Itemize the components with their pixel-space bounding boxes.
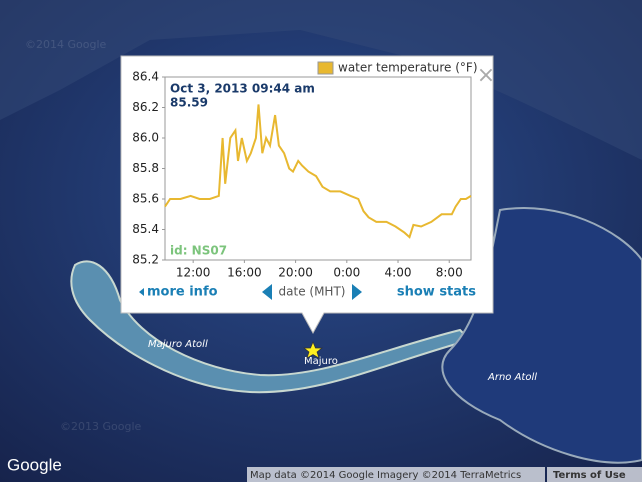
y-tick-label: 85.6: [132, 192, 159, 206]
y-tick-label: 86.0: [132, 131, 159, 145]
y-tick-label: 86.4: [132, 70, 159, 84]
legend-label: water temperature (°F): [338, 61, 478, 75]
legend-swatch: [317, 61, 334, 75]
y-tick-label: 85.2: [132, 253, 159, 267]
arrow-left: [139, 288, 144, 296]
y-tick-label: 86.2: [132, 100, 159, 114]
tooltip-value: 85.59: [170, 96, 208, 110]
terms-bg: [547, 467, 642, 482]
watermark: ©2014 Google: [25, 38, 107, 51]
x-axis-label: date (MHT): [279, 285, 346, 299]
attribution-bg: [247, 467, 545, 482]
map-label: Majuro Atoll: [148, 339, 208, 350]
close-button[interactable]: ×: [477, 63, 495, 88]
terms-link[interactable]: Terms of Use: [553, 470, 626, 481]
station-marker[interactable]: [303, 341, 323, 359]
map-label: Majuro: [304, 356, 338, 367]
plot-area: [164, 76, 472, 261]
x-tick-label: 8:00: [436, 266, 463, 280]
nav-next[interactable]: [352, 284, 362, 300]
x-tick-label: 20:00: [278, 266, 313, 280]
seafloor: [0, 0, 642, 160]
y-tick-label: 85.4: [132, 222, 159, 236]
attribution: Map data ©2014 Google Imagery ©2014 Terr…: [250, 470, 521, 481]
y-tick-label: 85.8: [132, 161, 159, 175]
watermark: ©2013 Google: [60, 420, 142, 433]
x-tick-label: 4:00: [385, 266, 412, 280]
map-label: Arno Atoll: [487, 372, 537, 383]
google-logo[interactable]: Google: [7, 455, 62, 474]
x-tick-label: 0:00: [333, 266, 360, 280]
station-id: id: NS07: [170, 244, 227, 258]
show-stats[interactable]: show stats: [397, 285, 476, 300]
nav-prev[interactable]: [262, 284, 272, 300]
x-tick-label: 12:00: [176, 266, 211, 280]
more-info[interactable]: more info: [147, 285, 218, 300]
tooltip-date: Oct 3, 2013 09:44 am: [170, 82, 315, 96]
x-tick-label: 16:00: [227, 266, 262, 280]
popup: × Oct 3, 2013 09:44 am 85.59 id: NS07 mo…: [120, 55, 495, 335]
series-line: [164, 104, 472, 239]
